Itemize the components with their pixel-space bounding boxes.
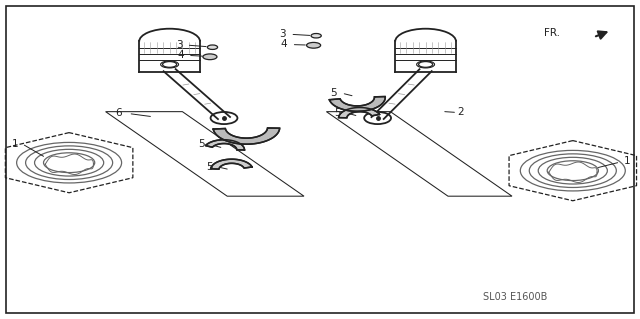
Text: 5: 5 <box>334 108 340 118</box>
Text: 1: 1 <box>624 156 630 166</box>
Polygon shape <box>330 97 385 111</box>
Text: 5: 5 <box>331 88 337 98</box>
Ellipse shape <box>311 33 321 38</box>
Text: 5: 5 <box>206 161 212 172</box>
Ellipse shape <box>203 54 217 60</box>
Ellipse shape <box>307 42 321 48</box>
Polygon shape <box>205 140 244 150</box>
Polygon shape <box>339 108 380 118</box>
Text: 6: 6 <box>115 108 122 118</box>
Text: 5: 5 <box>198 139 205 149</box>
Text: 3: 3 <box>280 29 286 39</box>
Polygon shape <box>211 159 252 169</box>
Text: 4: 4 <box>177 50 184 60</box>
Text: 1: 1 <box>12 138 18 149</box>
Text: 2: 2 <box>458 107 464 117</box>
Ellipse shape <box>207 45 218 49</box>
Text: 4: 4 <box>281 39 287 49</box>
Polygon shape <box>213 128 280 144</box>
Text: SL03 E1600B: SL03 E1600B <box>483 292 548 302</box>
Text: FR.: FR. <box>544 28 560 39</box>
Text: 3: 3 <box>176 40 182 50</box>
